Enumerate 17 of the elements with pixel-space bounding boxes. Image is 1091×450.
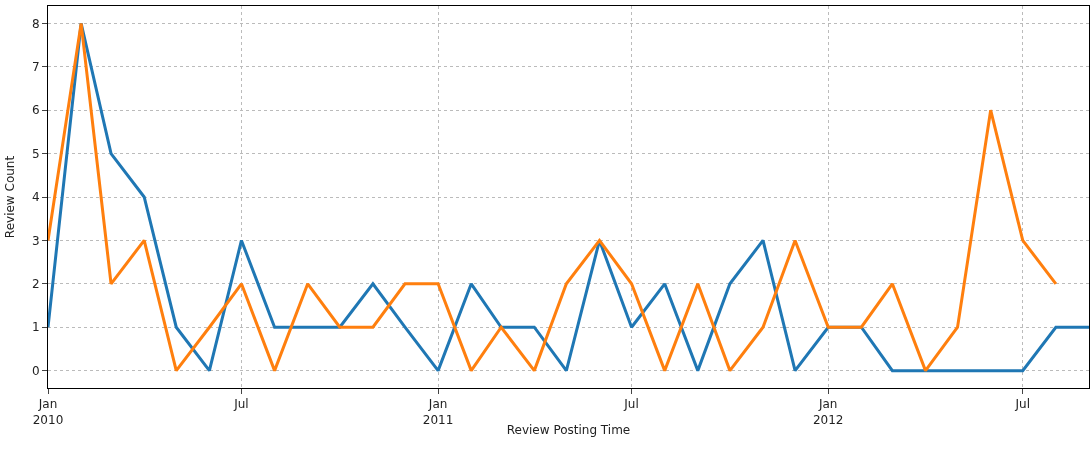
y-tick-label: 3 <box>31 233 40 248</box>
y-tick-label: 5 <box>31 146 40 161</box>
x-tick-label: Jul <box>233 397 249 412</box>
y-tick-label: 1 <box>31 320 40 335</box>
x-tick-label: Jan 2012 <box>812 397 844 427</box>
x-tick-label: Jan 2011 <box>422 397 454 427</box>
y-tick-label: 0 <box>31 363 40 378</box>
x-tick-label: Jul <box>623 397 639 412</box>
y-tick-label: 8 <box>31 16 40 31</box>
x-axis-title: Review Posting Time <box>506 423 631 437</box>
x-tick-label: Jan 2010 <box>32 397 64 427</box>
x-tick-label: Jul <box>1014 397 1030 412</box>
y-tick-label: 4 <box>31 190 40 205</box>
y-tick-label: 6 <box>31 103 40 118</box>
y-axis-title: Review Count <box>3 155 17 239</box>
y-tick-label: 2 <box>31 277 40 292</box>
y-tick-label: 7 <box>31 59 40 74</box>
